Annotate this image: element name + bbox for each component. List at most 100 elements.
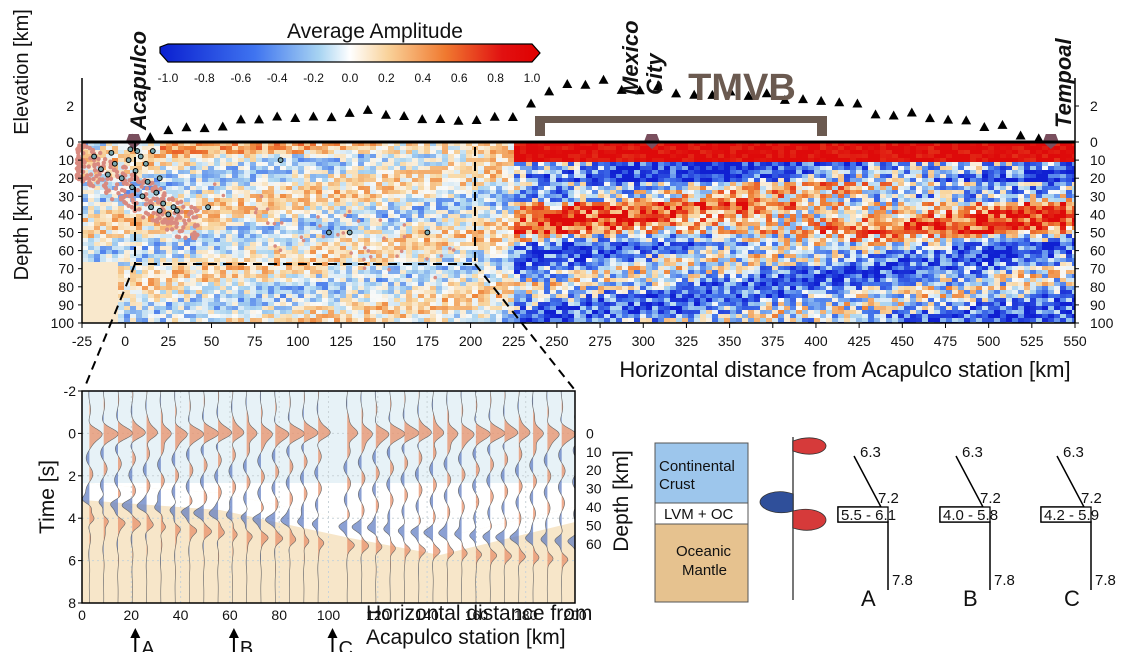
heatmap-cell <box>412 190 419 195</box>
heatmap-cell <box>778 158 785 163</box>
heatmap-cell <box>424 162 431 167</box>
heatmap-cell <box>760 234 767 239</box>
heatmap-cell <box>562 170 569 175</box>
heatmap-cell <box>538 210 545 215</box>
heatmap-cell <box>1030 190 1037 195</box>
heatmap-cell <box>808 222 815 227</box>
heatmap-cell <box>154 162 161 167</box>
heatmap-cell <box>988 254 995 259</box>
colorbar-tick-label: 0.4 <box>414 71 431 85</box>
heatmap-cell <box>754 162 761 167</box>
heatmap-cell <box>874 186 881 191</box>
heatmap-cell <box>250 174 257 179</box>
heatmap-cell <box>292 214 299 219</box>
heatmap-cell <box>130 242 137 247</box>
heatmap-cell <box>454 226 461 231</box>
heatmap-cell <box>766 198 773 203</box>
heatmap-cell <box>934 146 941 151</box>
heatmap-cell <box>196 202 203 207</box>
heatmap-cell <box>406 166 413 171</box>
heatmap-cell <box>676 226 683 231</box>
heatmap-cell <box>766 254 773 259</box>
heatmap-cell <box>406 154 413 159</box>
heatmap-cell <box>784 230 791 235</box>
heatmap-cell <box>802 182 809 187</box>
heatmap-cell <box>1048 150 1055 155</box>
heatmap-cell <box>538 258 545 263</box>
heatmap-cell <box>310 258 317 263</box>
heatmap-cell <box>280 166 287 171</box>
heatmap-cell <box>448 242 455 247</box>
heatmap-cell <box>736 214 743 219</box>
heatmap-cell <box>1012 226 1019 231</box>
heatmap-cell <box>250 258 257 263</box>
heatmap-cell <box>766 218 773 223</box>
heatmap-cell <box>922 178 929 183</box>
heatmap-cell <box>790 146 797 151</box>
heatmap-cell <box>622 158 629 163</box>
heatmap-cell <box>112 202 119 207</box>
heatmap-cell <box>406 170 413 175</box>
heatmap-cell <box>178 158 185 163</box>
heatmap-cell <box>748 234 755 239</box>
heatmap-cell <box>616 150 623 155</box>
heatmap-cell <box>778 222 785 227</box>
heatmap-cell <box>988 146 995 151</box>
heatmap-cell <box>634 170 641 175</box>
heatmap-cell <box>592 194 599 199</box>
heatmap-cell <box>322 226 329 231</box>
heatmap-cell <box>100 258 107 263</box>
heatmap-cell <box>376 194 383 199</box>
heatmap-cell <box>334 242 341 247</box>
heatmap-cell <box>766 166 773 171</box>
heatmap-cell <box>124 258 131 263</box>
heatmap-cell <box>844 258 851 263</box>
heatmap-cell <box>448 154 455 159</box>
heatmap-cell <box>862 154 869 159</box>
heatmap-cell <box>406 178 413 183</box>
heatmap-cell <box>766 202 773 207</box>
heatmap-cell <box>688 250 695 255</box>
heatmap-cell <box>220 154 227 159</box>
heatmap-cell <box>502 182 509 187</box>
heatmap-cell <box>196 166 203 171</box>
heatmap-cell <box>640 242 647 247</box>
heatmap-cell <box>1054 150 1061 155</box>
heatmap-cell <box>574 198 581 203</box>
heatmap-cell <box>952 254 959 259</box>
heatmap-cell <box>640 190 647 195</box>
heatmap-cell <box>1000 214 1007 219</box>
heatmap-cell <box>514 190 521 195</box>
heatmap-cell <box>1024 210 1031 215</box>
heatmap-cell <box>874 218 881 223</box>
heatmap-cell <box>862 238 869 243</box>
heatmap-cell <box>664 206 671 211</box>
heatmap-cell <box>898 238 905 243</box>
heatmap-cell <box>496 250 503 255</box>
heatmap-cell <box>646 194 653 199</box>
heatmap-cell <box>334 202 341 207</box>
heatmap-cell <box>832 214 839 219</box>
heatmap-cell <box>664 170 671 175</box>
heatmap-cell <box>220 226 227 231</box>
heatmap-cell <box>514 214 521 219</box>
heatmap-cell <box>112 250 119 255</box>
heatmap-cell <box>826 182 833 187</box>
heatmap-cell <box>490 146 497 151</box>
heatmap-cell <box>418 218 425 223</box>
heatmap-cell <box>292 194 299 199</box>
heatmap-cell <box>778 202 785 207</box>
heatmap-cell <box>874 154 881 159</box>
heatmap-cell <box>658 170 665 175</box>
heatmap-cell <box>922 238 929 243</box>
heatmap-cell <box>718 250 725 255</box>
heatmap-cell <box>904 174 911 179</box>
heatmap-cell <box>652 214 659 219</box>
heatmap-cell <box>934 246 941 251</box>
heatmap-cell <box>784 242 791 247</box>
heatmap-cell <box>856 146 863 151</box>
heatmap-cell <box>664 162 671 167</box>
heatmap-cell <box>604 242 611 247</box>
colorbar-tick-label: -0.4 <box>267 71 288 85</box>
heatmap-cell <box>358 194 365 199</box>
